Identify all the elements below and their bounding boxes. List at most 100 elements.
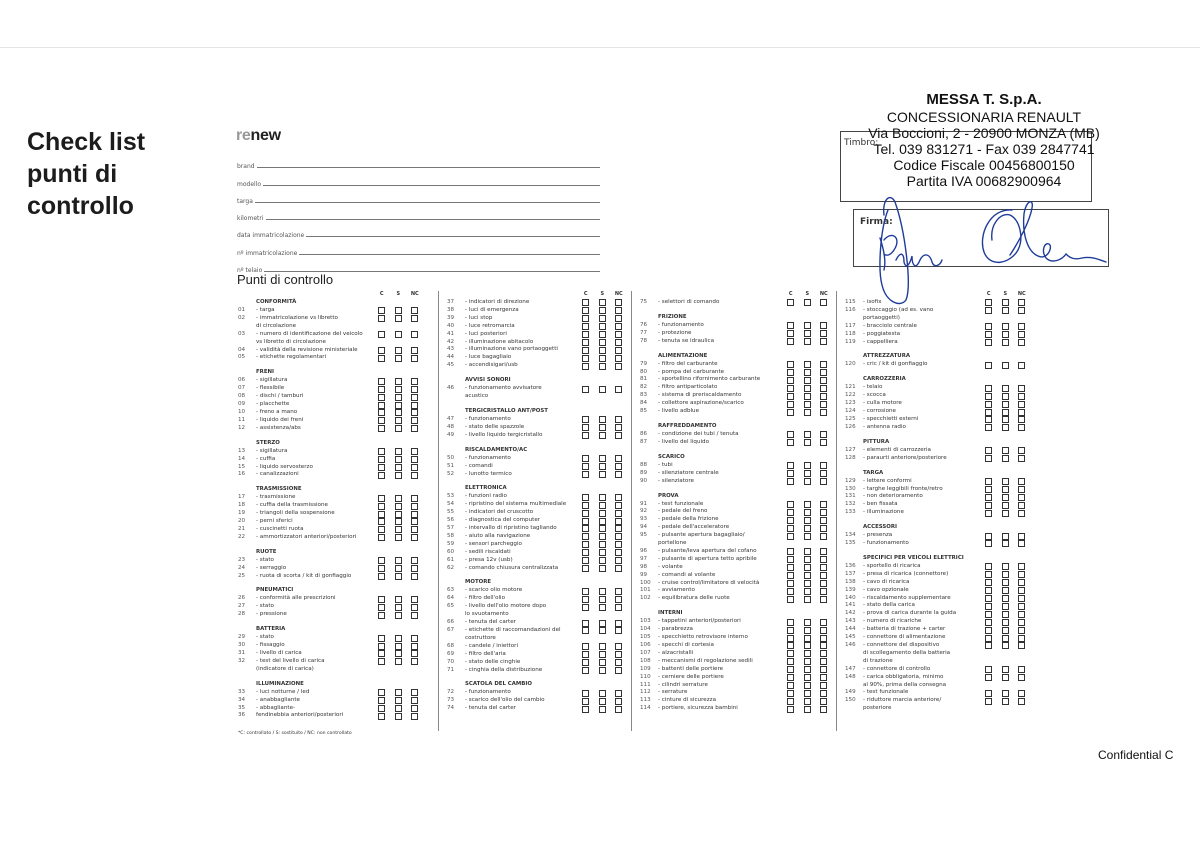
checkbox-s[interactable]: [997, 323, 1014, 331]
form-field-modello[interactable]: modello: [237, 170, 600, 188]
checkbox-c[interactable]: [783, 376, 800, 384]
checkbox-c[interactable]: [981, 485, 998, 494]
checkbox-nc[interactable]: [1014, 618, 1031, 626]
checkbox-nc[interactable]: [816, 658, 833, 666]
checkbox-nc[interactable]: [816, 500, 833, 509]
checkbox-c[interactable]: [374, 393, 391, 401]
checkbox-nc[interactable]: [407, 526, 424, 534]
checkbox-c[interactable]: [783, 392, 800, 400]
checkbox-nc[interactable]: [407, 642, 424, 650]
checkbox-c[interactable]: [374, 448, 391, 456]
checkbox-s[interactable]: [997, 384, 1014, 392]
checkbox-c[interactable]: [578, 697, 595, 705]
checkbox-s[interactable]: [799, 564, 816, 572]
checkbox-s[interactable]: [997, 532, 1014, 540]
checkbox-c[interactable]: [981, 509, 998, 517]
checkbox-c[interactable]: [374, 471, 391, 479]
checkbox-s[interactable]: [799, 368, 816, 377]
checkbox-c[interactable]: [783, 580, 800, 588]
checkbox-s[interactable]: [799, 658, 816, 666]
checkbox-s[interactable]: [390, 650, 407, 658]
checkbox-nc[interactable]: [611, 416, 628, 424]
checkbox-s[interactable]: [390, 417, 407, 425]
checkbox-s[interactable]: [390, 385, 407, 393]
checkbox-c[interactable]: [783, 697, 800, 705]
checkbox-nc[interactable]: [1014, 424, 1031, 432]
checkbox-s[interactable]: [594, 627, 611, 635]
checkbox-nc[interactable]: [1014, 485, 1031, 494]
checkbox-s[interactable]: [799, 524, 816, 532]
checkbox-nc[interactable]: [407, 307, 424, 315]
checkbox-s[interactable]: [390, 425, 407, 433]
checkbox-s[interactable]: [594, 659, 611, 667]
checkbox-c[interactable]: [783, 642, 800, 650]
checkbox-c[interactable]: [578, 463, 595, 471]
checkbox-c[interactable]: [783, 516, 800, 524]
checkbox-s[interactable]: [594, 463, 611, 471]
checkbox-c[interactable]: [783, 330, 800, 338]
checkbox-c[interactable]: [578, 509, 595, 517]
checkbox-nc[interactable]: [611, 643, 628, 651]
checkbox-s[interactable]: [799, 650, 816, 658]
checkbox-s[interactable]: [799, 470, 816, 478]
checkbox-c[interactable]: [374, 307, 391, 315]
checkbox-s[interactable]: [799, 338, 816, 346]
checkbox-c[interactable]: [981, 626, 998, 634]
checkbox-nc[interactable]: [816, 400, 833, 408]
checkbox-s[interactable]: [997, 416, 1014, 424]
checkbox-c[interactable]: [981, 493, 998, 501]
checkbox-nc[interactable]: [407, 573, 424, 581]
checkbox-c[interactable]: [374, 689, 391, 697]
checkbox-nc[interactable]: [1014, 400, 1031, 408]
checkbox-nc[interactable]: [1014, 626, 1031, 634]
checkbox-s[interactable]: [997, 478, 1014, 486]
checkbox-s[interactable]: [390, 526, 407, 534]
checkbox-c[interactable]: [783, 618, 800, 626]
checkbox-c[interactable]: [578, 595, 595, 603]
checkbox-nc[interactable]: [816, 532, 833, 540]
checkbox-c[interactable]: [578, 533, 595, 541]
checkbox-c[interactable]: [578, 651, 595, 659]
checkbox-nc[interactable]: [407, 393, 424, 401]
checkbox-s[interactable]: [390, 354, 407, 362]
checkbox-s[interactable]: [390, 704, 407, 713]
checkbox-c[interactable]: [578, 470, 595, 479]
checkbox-c[interactable]: [783, 400, 800, 408]
form-field-kilometri[interactable]: kilometri: [237, 205, 600, 222]
checkbox-s[interactable]: [390, 393, 407, 401]
checkbox-nc[interactable]: [1014, 666, 1031, 674]
checkbox-nc[interactable]: [816, 462, 833, 470]
checkbox-s[interactable]: [390, 315, 407, 323]
checkbox-s[interactable]: [594, 385, 611, 393]
checkbox-nc[interactable]: [1014, 563, 1031, 571]
checkbox-nc[interactable]: [611, 705, 628, 713]
checkbox-s[interactable]: [594, 603, 611, 611]
checkbox-nc[interactable]: [1014, 392, 1031, 400]
checkbox-c[interactable]: [783, 548, 800, 556]
checkbox-nc[interactable]: [1014, 384, 1031, 392]
checkbox-c[interactable]: [981, 424, 998, 432]
checkbox-c[interactable]: [578, 627, 595, 635]
checkbox-nc[interactable]: [407, 377, 424, 385]
checkbox-nc[interactable]: [611, 501, 628, 509]
checkbox-c[interactable]: [981, 338, 998, 347]
checkbox-c[interactable]: [783, 431, 800, 439]
checkbox-c[interactable]: [374, 417, 391, 425]
checkbox-nc[interactable]: [816, 548, 833, 556]
checkbox-nc[interactable]: [816, 376, 833, 384]
checkbox-s[interactable]: [390, 456, 407, 464]
checkbox-c[interactable]: [374, 494, 391, 502]
checkbox-s[interactable]: [594, 509, 611, 517]
checkbox-nc[interactable]: [611, 659, 628, 667]
checkbox-nc[interactable]: [1014, 509, 1031, 517]
checkbox-nc[interactable]: [816, 705, 833, 713]
checkbox-s[interactable]: [799, 580, 816, 588]
checkbox-s[interactable]: [799, 595, 816, 603]
checkbox-nc[interactable]: [407, 315, 424, 323]
checkbox-s[interactable]: [594, 315, 611, 323]
checkbox-s[interactable]: [799, 642, 816, 650]
checkbox-s[interactable]: [997, 666, 1014, 674]
checkbox-c[interactable]: [374, 712, 391, 720]
checkbox-s[interactable]: [997, 587, 1014, 595]
checkbox-nc[interactable]: [407, 510, 424, 518]
